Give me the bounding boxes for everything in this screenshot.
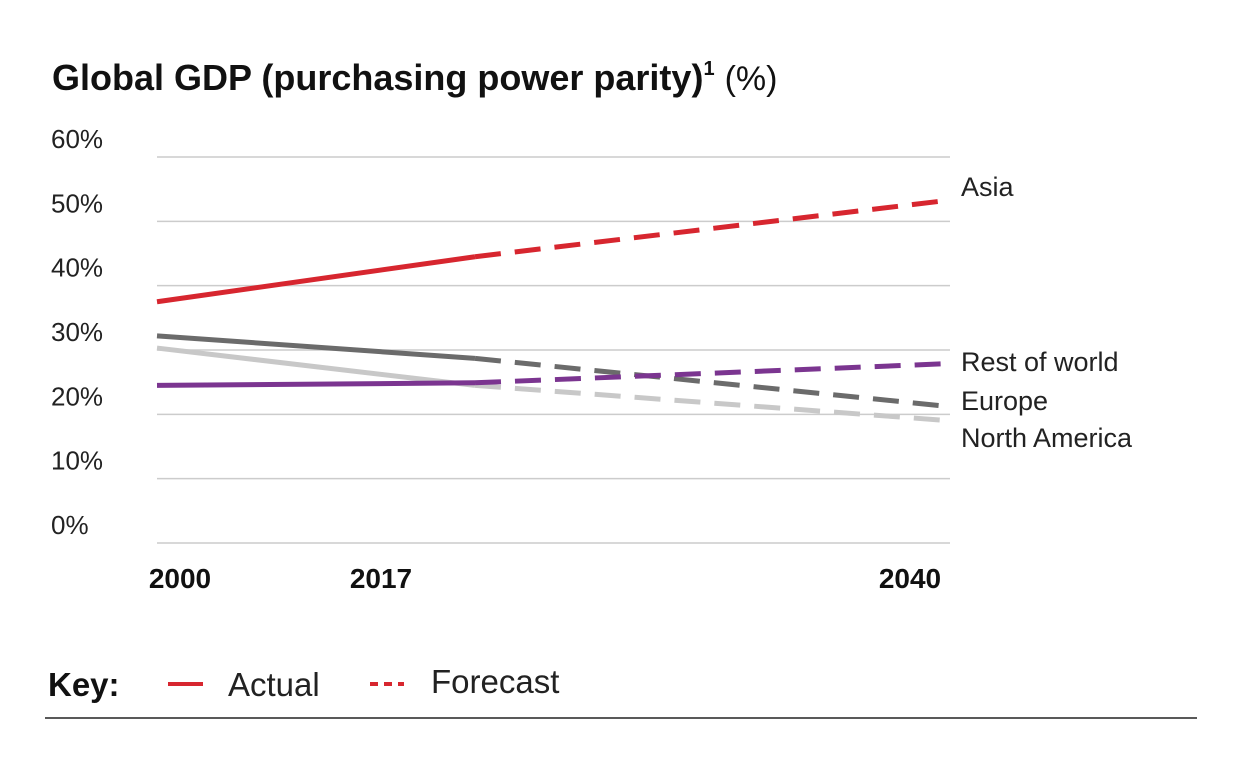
series-labels: Asia Rest of world Europe North America <box>961 172 1133 453</box>
series-label-rest-of-world: Rest of world <box>961 347 1119 377</box>
chart-title-unit: (%) <box>725 60 778 98</box>
series-lines <box>156 197 951 424</box>
series-north-america <box>156 345 951 424</box>
series-north-america-forecast <box>474 382 951 424</box>
y-tick-label-0: 0% <box>51 510 89 540</box>
series-rest-of-world-forecast <box>474 361 951 386</box>
series-europe <box>156 333 951 410</box>
series-asia-actual <box>156 254 476 305</box>
key-actual-label: Actual <box>228 666 320 703</box>
series-rest-of-world <box>156 361 951 388</box>
legend-key: Key: Actual Forecast <box>48 663 559 703</box>
x-tick-label-2000: 2000 <box>149 563 211 594</box>
chart-title: Global GDP (purchasing power parity)1 (%) <box>52 57 777 98</box>
x-tick-label-2017: 2017 <box>350 563 412 594</box>
series-label-asia: Asia <box>961 172 1015 202</box>
y-tick-label-60: 60% <box>51 124 103 154</box>
chart-title-text: Global GDP (purchasing power parity) <box>52 57 703 98</box>
y-tick-label-20: 20% <box>51 381 103 411</box>
series-label-europe: Europe <box>961 386 1048 416</box>
x-axis-ticks: 2000 2017 2040 <box>149 563 941 594</box>
chart-title-footnote: 1 <box>703 58 714 80</box>
y-tick-label-50: 50% <box>51 188 103 218</box>
y-tick-label-30: 30% <box>51 317 103 347</box>
series-europe-actual <box>156 333 476 361</box>
gridlines <box>157 156 950 544</box>
key-forecast-label: Forecast <box>431 663 559 700</box>
series-label-north-america: North America <box>961 423 1133 453</box>
y-tick-label-40: 40% <box>51 253 103 283</box>
series-rest-of-world-actual <box>156 380 476 388</box>
series-north-america-actual <box>156 345 476 388</box>
series-asia <box>156 197 951 305</box>
x-tick-label-2040: 2040 <box>879 563 941 594</box>
y-tick-label-10: 10% <box>51 446 103 476</box>
series-asia-forecast <box>474 197 951 260</box>
y-axis-ticks: 0% 10% 20% 30% 40% 50% 60% <box>51 124 103 540</box>
key-title: Key: <box>48 666 120 703</box>
